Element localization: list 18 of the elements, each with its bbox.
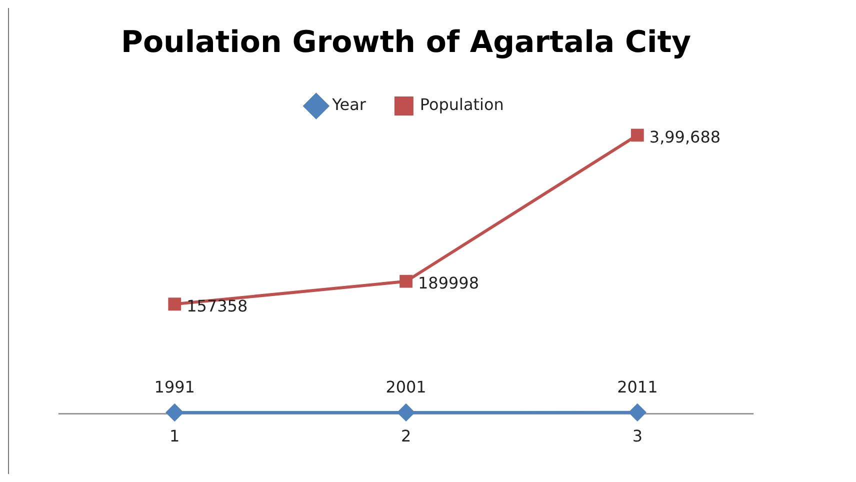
x-tick-label: 3 xyxy=(632,426,642,446)
legend-label: Population xyxy=(420,95,504,114)
point xyxy=(630,128,644,142)
chart-title: Poulation Growth of Agartala City xyxy=(120,24,692,60)
point xyxy=(628,404,646,421)
data-label: 2001 xyxy=(386,378,426,397)
point xyxy=(166,404,184,421)
point xyxy=(168,298,182,311)
data-label: 157358 xyxy=(186,296,248,316)
data-label: 3,99,688 xyxy=(649,127,721,146)
x-tick-label: 2 xyxy=(400,426,412,446)
data-label: 2011 xyxy=(617,378,658,397)
data-label: 1991 xyxy=(154,378,195,397)
point xyxy=(400,274,412,288)
legend-label: Year xyxy=(331,95,366,114)
data-label: 189998 xyxy=(418,274,480,293)
point xyxy=(398,404,415,421)
x-tick-label: 1 xyxy=(170,426,180,446)
